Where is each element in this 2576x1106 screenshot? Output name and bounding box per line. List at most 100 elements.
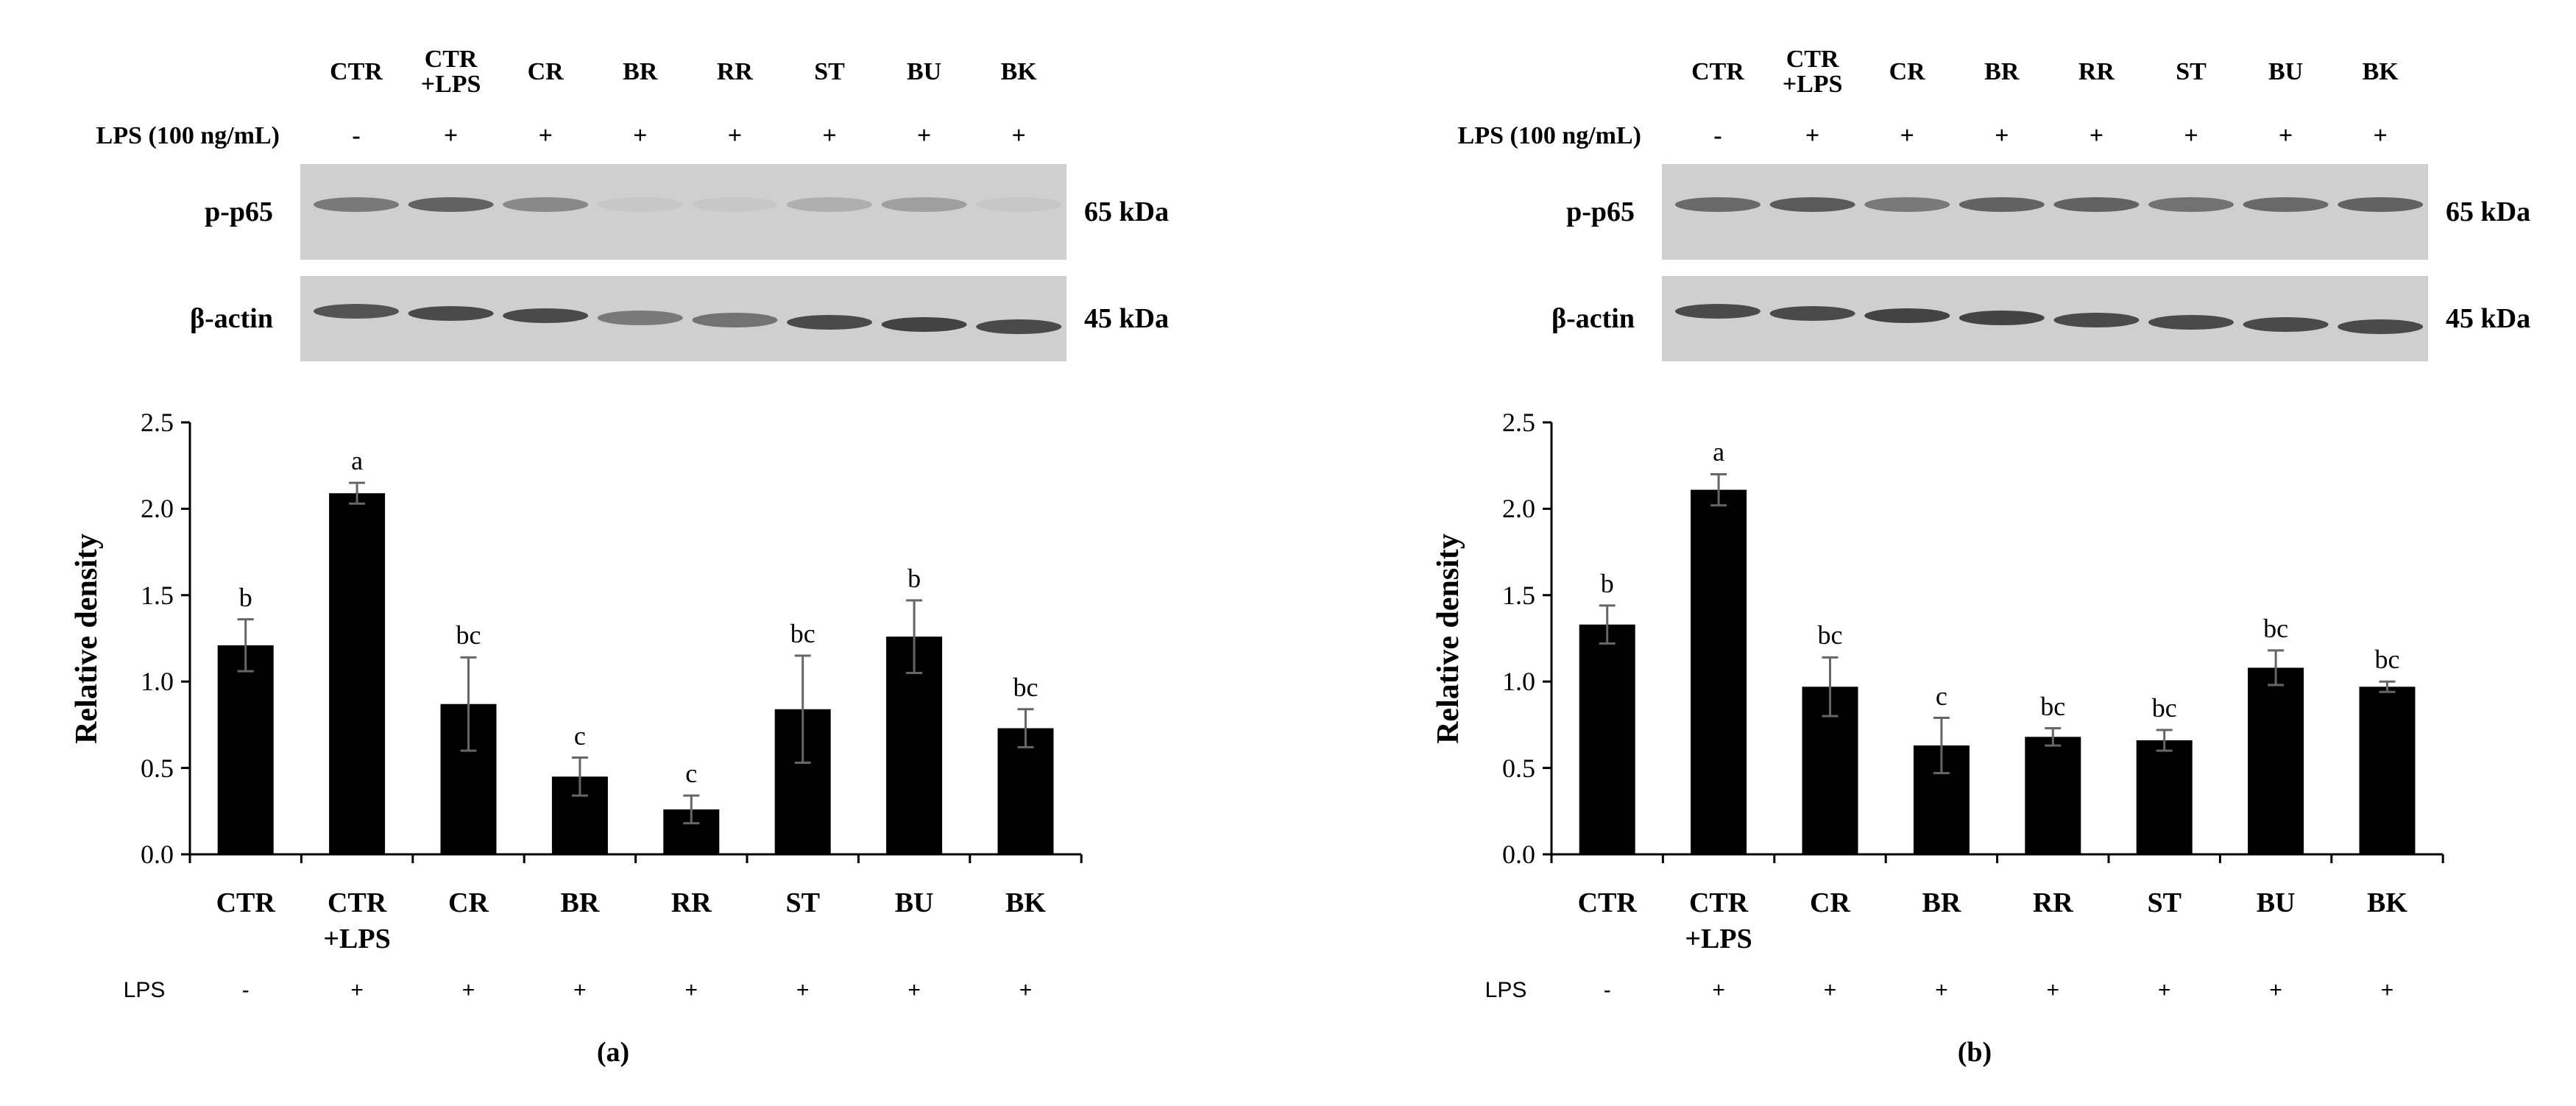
lps-sign: + <box>2380 978 2394 1002</box>
blot-image <box>1662 164 2428 260</box>
lps-label: LPS (100 ng/mL) <box>1457 122 1641 149</box>
bar <box>1691 489 1747 854</box>
x-tick-label: CR <box>448 887 489 918</box>
y-tick-label: 2.0 <box>1502 494 1535 524</box>
blot-size: 65 kDa <box>1084 196 1170 227</box>
blot-band <box>1958 311 2045 325</box>
blot-band <box>692 197 778 212</box>
lps-sign: + <box>633 122 648 149</box>
lane-label: CR <box>1889 58 1925 85</box>
significance-label: a <box>1713 437 1725 467</box>
blot-band <box>2243 317 2329 332</box>
bar <box>329 493 386 854</box>
significance-label: b <box>238 582 252 612</box>
x-tick-label: ST <box>2147 887 2182 918</box>
significance-label: bc <box>2040 691 2066 721</box>
blot-band <box>2338 319 2424 334</box>
lps-sign: + <box>1805 122 1820 149</box>
bar <box>2359 687 2416 854</box>
lps-sign: + <box>1900 122 1914 149</box>
lps-sign: + <box>822 122 837 149</box>
x-tick-label: BK <box>1005 887 1046 918</box>
lane-label: BK <box>2362 58 2399 85</box>
blot-band <box>692 313 778 327</box>
lps-sign: + <box>2373 122 2388 149</box>
significance-label: bc <box>2151 692 2177 723</box>
significance-label: c <box>1935 681 1947 711</box>
lps-sign: - <box>352 122 361 149</box>
bar <box>2025 737 2081 854</box>
x-tick-label: BR <box>560 887 600 918</box>
lane-label: BK <box>1000 58 1037 85</box>
lane-label: BR <box>1984 58 2020 85</box>
blot-band <box>1864 197 1950 212</box>
bar <box>1579 624 1635 854</box>
blot-band <box>597 311 683 325</box>
lane-label: CTR <box>1691 58 1744 85</box>
blot-band <box>1864 308 1950 323</box>
blot-band <box>1769 197 1855 212</box>
lps-sign: + <box>1712 978 1725 1002</box>
blot-band <box>1769 306 1855 321</box>
blot-image <box>1662 276 2428 361</box>
lane-label: CTR <box>330 58 383 85</box>
blot-image <box>300 276 1066 361</box>
lane-label: BU <box>906 58 942 85</box>
x-tick-label: CTR <box>1577 887 1637 918</box>
y-tick-label: 1.5 <box>1502 580 1535 610</box>
lane-label: RR <box>716 58 753 85</box>
lane-label: CTR +LPS <box>1782 46 1843 98</box>
blot-size: 45 kDa <box>2446 303 2531 334</box>
blot-row-label: β-actin <box>190 303 273 334</box>
blot-row-label: p-p65 <box>205 196 273 227</box>
blot-band <box>408 306 494 321</box>
blot-band <box>787 197 872 212</box>
lps-row-label: LPS <box>1485 978 1527 1002</box>
x-tick-label: RR <box>2032 887 2073 918</box>
significance-label: c <box>685 759 698 789</box>
y-tick-label: 2.5 <box>141 408 174 437</box>
y-tick-label: 1.0 <box>141 667 174 697</box>
y-axis-label: Relative density <box>1432 533 1465 744</box>
blot-band <box>976 197 1062 212</box>
lps-sign: + <box>1935 978 1948 1002</box>
lps-sign: - <box>1603 978 1611 1002</box>
lane-label: ST <box>814 58 845 85</box>
lane-label: CR <box>527 58 564 85</box>
bar <box>2248 667 2304 854</box>
significance-label: bc <box>1817 620 1843 651</box>
blot-band <box>503 308 589 323</box>
blot-band <box>314 304 399 319</box>
x-tick-label: BU <box>2256 887 2296 918</box>
y-axis-label: Relative density <box>70 533 104 744</box>
y-tick-label: 2.0 <box>141 494 174 524</box>
significance-label: a <box>351 446 364 476</box>
lps-sign: + <box>461 978 475 1002</box>
significance-label: bc <box>1013 672 1038 702</box>
blot-band <box>2053 313 2140 327</box>
blot-band <box>2053 197 2140 212</box>
significance-label: bc <box>790 618 815 648</box>
blot-band <box>408 197 494 212</box>
blot-band <box>1958 197 2045 212</box>
lps-sign: + <box>1995 122 2009 149</box>
lps-sign: + <box>916 122 932 149</box>
bar <box>2136 740 2193 854</box>
blot-band <box>503 197 589 212</box>
lps-sign: - <box>1713 122 1722 149</box>
x-tick-label: CR <box>1810 887 1850 918</box>
lps-sign: + <box>1019 978 1033 1002</box>
significance-label: c <box>573 720 586 751</box>
lps-sign: + <box>684 978 698 1002</box>
lane-label: ST <box>2176 58 2207 85</box>
blot-band <box>2338 197 2424 212</box>
lps-sign: + <box>1011 122 1026 149</box>
lps-sign: + <box>727 122 743 149</box>
lps-sign: + <box>2269 978 2282 1002</box>
lane-label: CTR +LPS <box>420 46 481 98</box>
x-tick-label: BU <box>894 887 934 918</box>
lane-label: RR <box>2078 58 2115 85</box>
panel-label: (a) <box>596 1037 630 1068</box>
